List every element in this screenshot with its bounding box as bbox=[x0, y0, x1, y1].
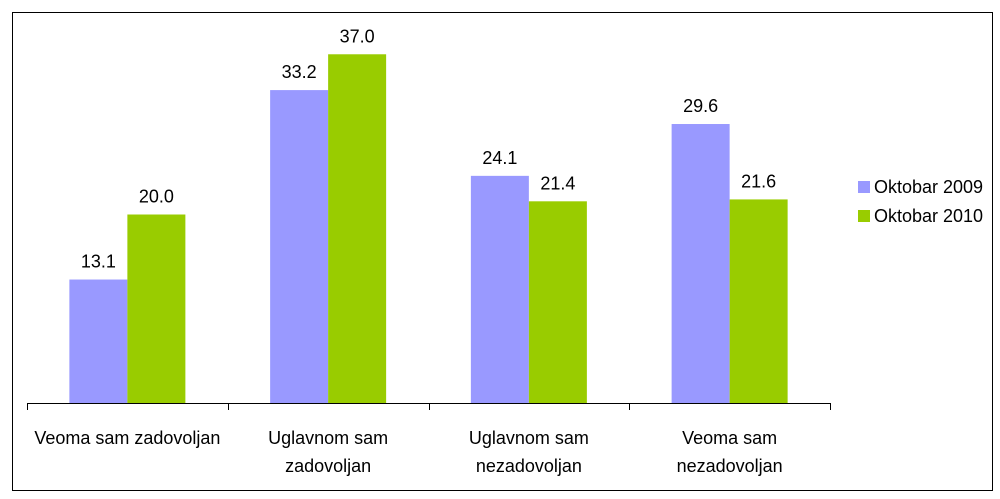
data-label: 33.2 bbox=[282, 62, 317, 82]
data-label: 29.6 bbox=[683, 96, 718, 116]
bar bbox=[69, 279, 128, 403]
x-tick-label: Veoma sam zadovoljan bbox=[34, 428, 221, 448]
bar bbox=[671, 124, 730, 404]
data-label: 20.0 bbox=[139, 187, 174, 207]
bar bbox=[328, 54, 387, 404]
legend-label: Oktobar 2010 bbox=[874, 206, 983, 226]
x-tick-label: Uglavnom sam zadovoljan bbox=[268, 428, 389, 476]
bar bbox=[470, 175, 529, 403]
data-label: 13.1 bbox=[81, 252, 116, 272]
legend-label: Oktobar 2009 bbox=[874, 177, 983, 197]
bar bbox=[270, 90, 329, 403]
legend-swatch bbox=[858, 210, 870, 222]
bar bbox=[127, 214, 186, 403]
data-label: 37.0 bbox=[340, 26, 375, 46]
legend-swatch bbox=[858, 181, 870, 193]
data-label: 21.4 bbox=[540, 173, 575, 193]
bar bbox=[729, 199, 788, 403]
data-label: 21.6 bbox=[741, 171, 776, 191]
data-label: 24.1 bbox=[482, 148, 517, 168]
x-tick-label: Uglavnom sam nezadovoljan bbox=[468, 428, 589, 476]
bar bbox=[528, 201, 587, 403]
x-tick-label: Veoma sam nezadovoljan bbox=[676, 428, 783, 476]
